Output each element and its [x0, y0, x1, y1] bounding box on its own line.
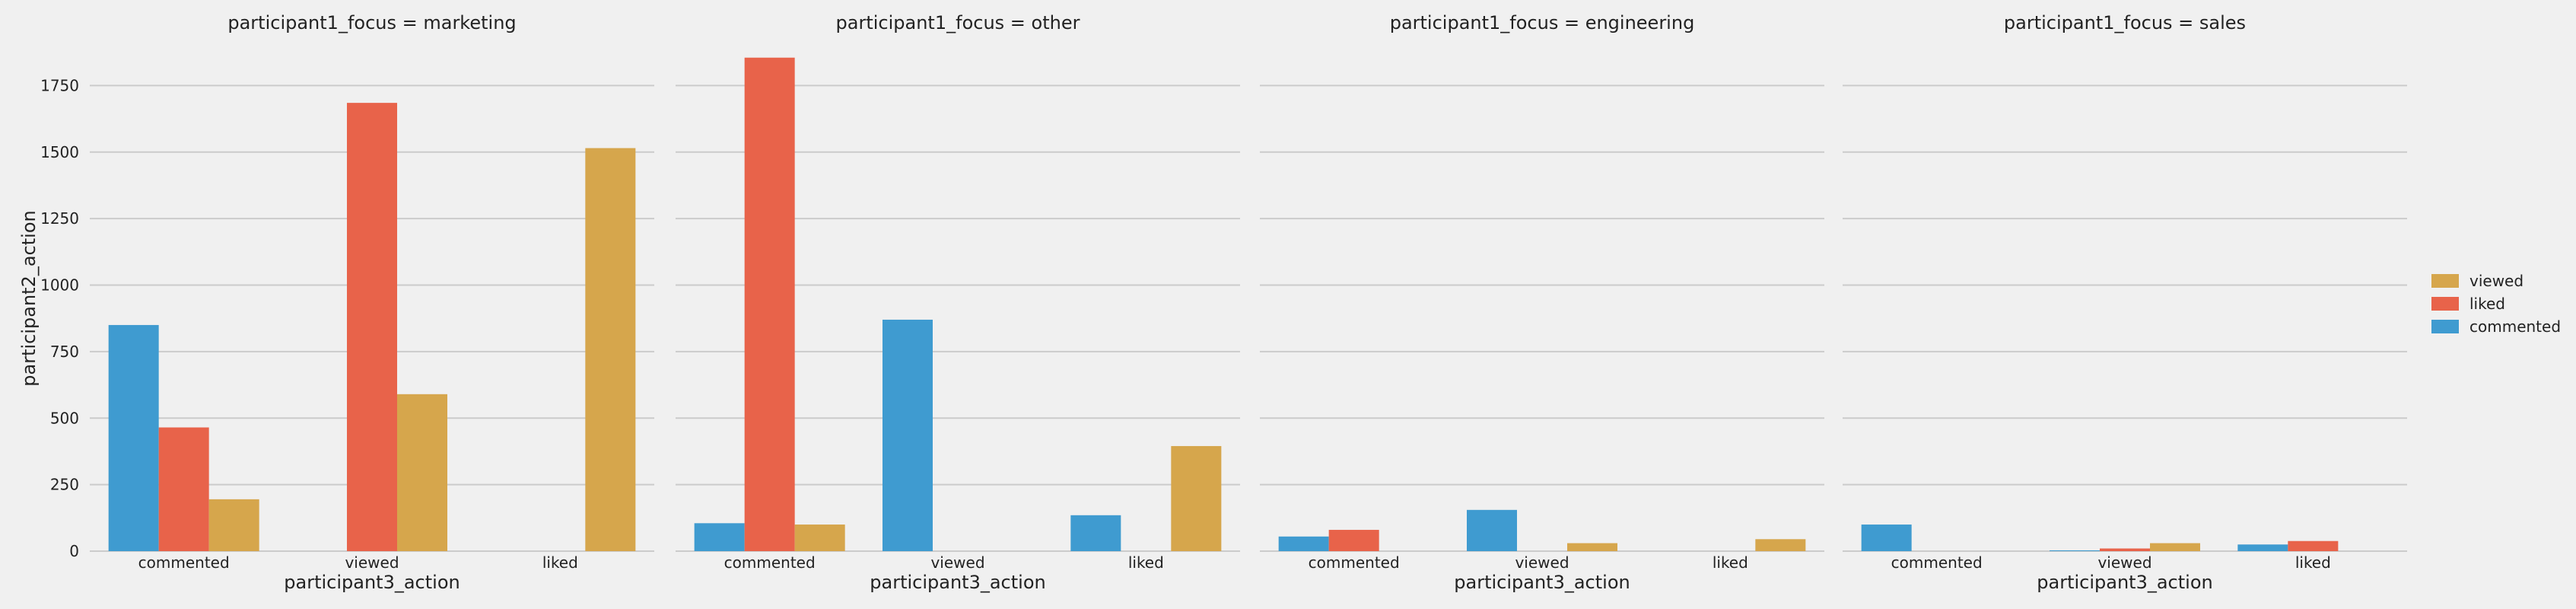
y-tick-label: 1250	[40, 209, 79, 228]
bar-liked	[158, 427, 209, 551]
bar-viewed	[1171, 445, 1222, 551]
legend-swatch	[2431, 297, 2459, 311]
x-axis-label: participant3_action	[284, 572, 460, 593]
bar-commented	[2237, 544, 2288, 551]
bar-viewed	[794, 525, 845, 551]
y-tick-label: 1000	[40, 276, 79, 295]
bar-viewed	[208, 499, 259, 551]
bar-commented	[2050, 550, 2100, 551]
x-tick-label: liked	[542, 553, 578, 572]
x-tick-label: commented	[138, 553, 230, 572]
x-tick-label: commented	[1891, 553, 1983, 572]
legend-swatch	[2431, 320, 2459, 333]
bar-viewed	[585, 148, 636, 551]
bar-liked	[2100, 548, 2150, 551]
x-tick-label: liked	[1128, 553, 1164, 572]
x-axis-label: participant3_action	[2037, 572, 2212, 593]
y-tick-label: 250	[50, 476, 79, 494]
x-tick-label: viewed	[930, 553, 984, 572]
bar-commented	[1861, 525, 1912, 551]
legend-swatch	[2431, 274, 2459, 288]
bar-liked	[347, 103, 397, 551]
bar-viewed	[1567, 543, 1617, 551]
bar-commented	[108, 324, 159, 551]
y-tick-label: 1750	[40, 76, 79, 94]
panel-title: participant1_focus = other	[836, 12, 1080, 33]
bar-viewed	[397, 394, 447, 551]
x-axis-label: participant3_action	[1454, 572, 1630, 593]
bar-viewed	[1755, 539, 1806, 551]
bar-commented	[1278, 536, 1329, 551]
bar-liked	[1328, 530, 1379, 551]
y-axis-label: participant2_action	[18, 210, 40, 386]
bar-commented	[883, 319, 933, 551]
x-tick-label: viewed	[2097, 553, 2151, 572]
x-tick-label: viewed	[1515, 553, 1569, 572]
bar-viewed	[2150, 543, 2200, 551]
panel-title: participant1_focus = engineering	[1390, 12, 1695, 33]
panel-title: participant1_focus = sales	[2004, 12, 2246, 33]
panel-title: participant1_focus = marketing	[227, 12, 516, 33]
bar-liked	[2288, 540, 2339, 551]
bar-liked	[744, 57, 795, 551]
x-tick-label: commented	[1309, 553, 1400, 572]
x-tick-label: viewed	[345, 553, 399, 572]
x-tick-label: liked	[2295, 553, 2331, 572]
x-tick-label: liked	[1713, 553, 1748, 572]
bar-commented	[1070, 515, 1121, 551]
legend-label: commented	[2469, 317, 2561, 336]
y-tick-label: 0	[69, 542, 79, 560]
legend-label: viewed	[2469, 272, 2524, 290]
x-axis-label: participant3_action	[870, 572, 1045, 593]
y-tick-label: 1500	[40, 143, 79, 161]
bar-commented	[1467, 509, 1517, 551]
legend-label: liked	[2469, 295, 2505, 313]
x-tick-label: commented	[724, 553, 816, 572]
bar-commented	[694, 523, 745, 551]
y-tick-label: 500	[50, 409, 79, 427]
y-tick-label: 750	[50, 343, 79, 361]
